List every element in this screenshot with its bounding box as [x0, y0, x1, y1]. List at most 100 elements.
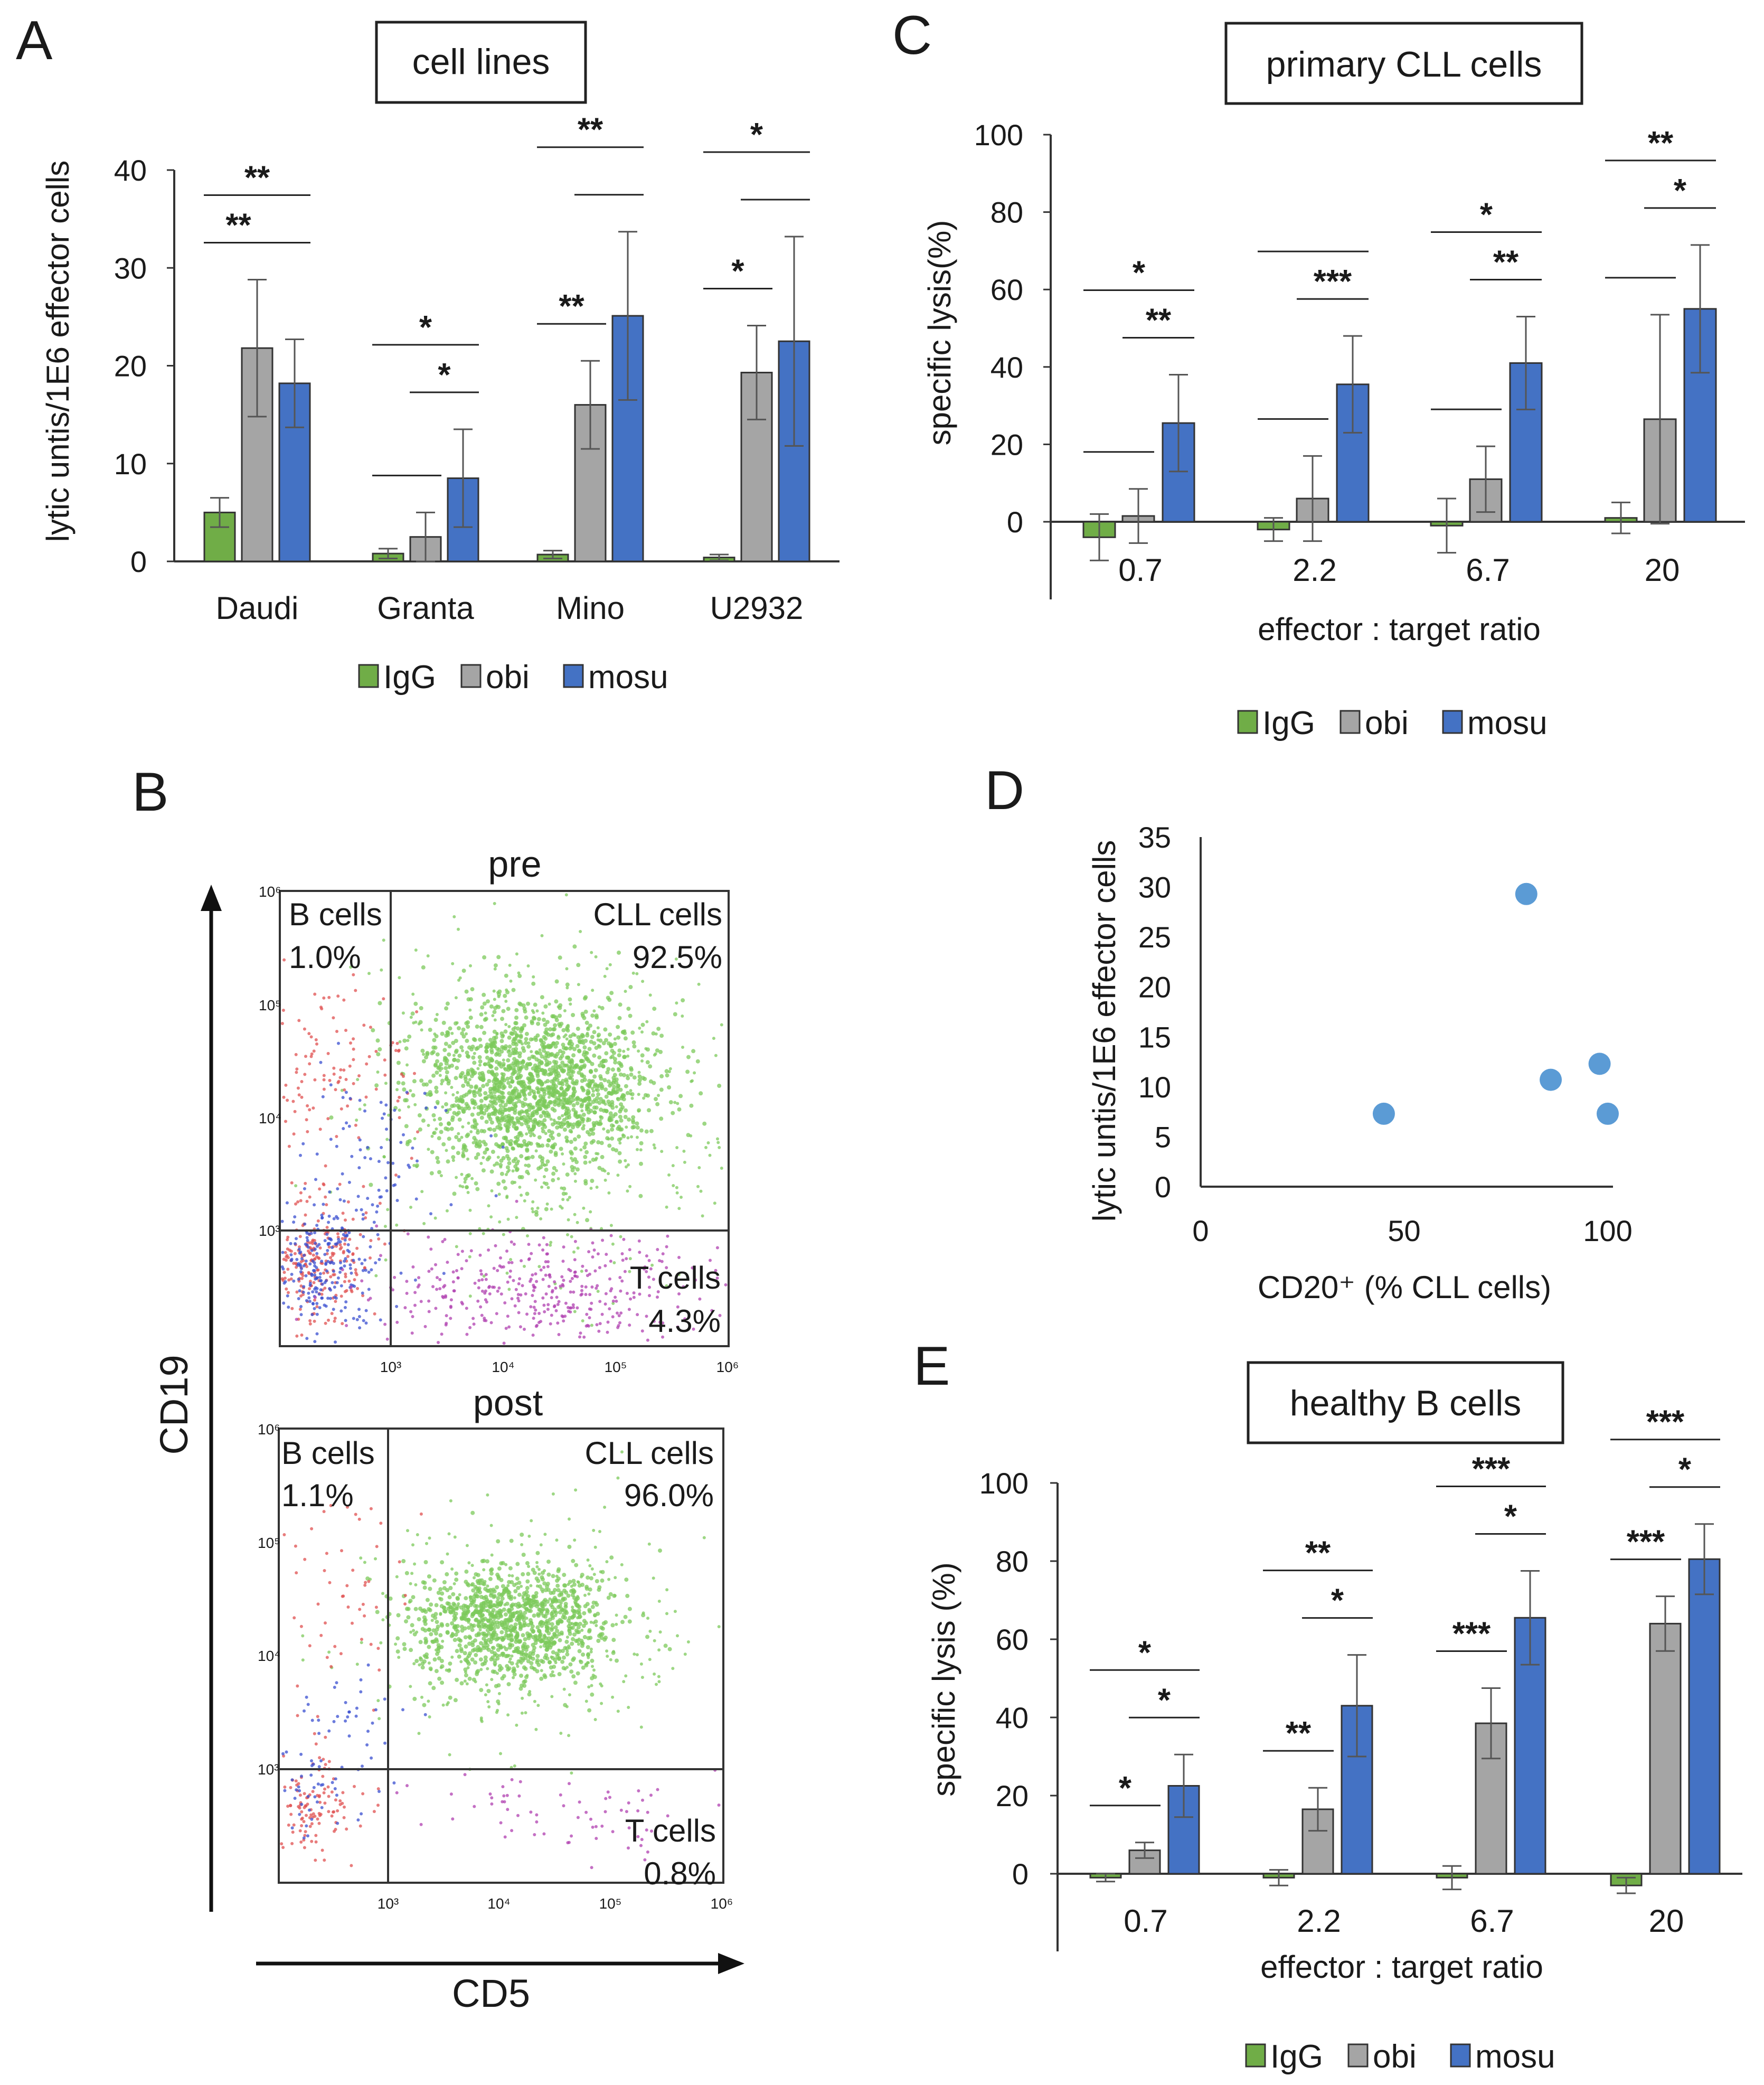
flow-event — [604, 1094, 609, 1099]
flow-event — [652, 1007, 657, 1011]
flow-event — [375, 1038, 380, 1043]
flow-event — [448, 1609, 452, 1614]
flow-event — [444, 1006, 449, 1011]
flow-event — [354, 1268, 357, 1272]
flow-event — [489, 1134, 493, 1138]
flow-event — [551, 1032, 555, 1037]
flow-event — [556, 1005, 560, 1009]
flow-event — [605, 1560, 609, 1564]
flow-event — [492, 1603, 497, 1608]
flow-event — [581, 1264, 584, 1268]
flow-event — [430, 1267, 433, 1271]
flow-event — [552, 1059, 556, 1064]
flow-event — [455, 1112, 459, 1117]
flow-event — [361, 1213, 365, 1216]
flow-event — [324, 1164, 327, 1168]
flow-event — [378, 1668, 381, 1672]
flow-event — [628, 1323, 631, 1327]
flow-event — [646, 1093, 650, 1098]
flow-event — [624, 1108, 628, 1113]
flow-event — [513, 1622, 518, 1627]
flow-event — [478, 1063, 482, 1067]
flow-event — [435, 1156, 440, 1160]
flow-event — [593, 1068, 598, 1073]
flow-event — [553, 1610, 557, 1613]
flow-event — [595, 1088, 598, 1092]
flow-event — [592, 1621, 596, 1624]
flow-event — [474, 1652, 478, 1657]
flow-event — [318, 1275, 322, 1279]
flow-event — [502, 1105, 505, 1109]
flow-event — [624, 990, 627, 993]
flow-event — [359, 1148, 362, 1152]
flow-event — [313, 1078, 317, 1082]
flow-event — [433, 1106, 437, 1109]
flow-event — [306, 1104, 309, 1107]
y-tick-label: 10 — [1138, 1070, 1171, 1104]
flow-event — [412, 1696, 417, 1701]
flow-event — [455, 1245, 458, 1248]
flow-event — [522, 1591, 526, 1595]
flow-event — [598, 1266, 601, 1270]
flow-event — [583, 1181, 588, 1186]
flow-event — [609, 1117, 614, 1122]
flow-event — [698, 1297, 702, 1301]
flow-event — [317, 1765, 321, 1769]
flow-event — [495, 1161, 499, 1166]
flow-event — [520, 1661, 523, 1665]
flow-event — [474, 1680, 477, 1684]
flow-event — [581, 1039, 584, 1042]
flow-event — [589, 1039, 593, 1044]
flow-event — [490, 1553, 494, 1557]
flow-event — [561, 1260, 565, 1263]
flow-event — [427, 1627, 432, 1632]
flow-event — [659, 1116, 664, 1121]
flow-event — [287, 1306, 290, 1309]
flow-event — [422, 1703, 427, 1707]
flow-event — [367, 1270, 371, 1274]
flow-event — [591, 989, 595, 992]
flow-event — [529, 1603, 532, 1607]
flow-event — [626, 1007, 631, 1011]
flow-event — [549, 1149, 553, 1154]
flow-event — [313, 1257, 317, 1261]
flow-event — [592, 1124, 596, 1128]
flow-event — [570, 1771, 573, 1775]
flow-event — [531, 1207, 534, 1210]
flow-event — [671, 1164, 675, 1168]
flow-event — [570, 1584, 573, 1588]
flow-event — [598, 1005, 601, 1009]
flow-event — [472, 1322, 476, 1326]
y-tick-label: 40 — [996, 1701, 1029, 1734]
flow-event — [598, 1632, 603, 1637]
flow-event — [573, 1179, 577, 1183]
flow-event — [588, 1587, 592, 1592]
flow-event — [345, 1584, 349, 1588]
flow-event — [431, 1285, 435, 1289]
flow-event — [369, 1245, 372, 1248]
flow-event — [580, 1270, 583, 1273]
flow-event — [287, 1144, 291, 1148]
flow-event — [476, 1152, 480, 1157]
flow-event — [496, 1671, 499, 1675]
flow-event — [514, 1021, 518, 1026]
flow-event — [308, 1644, 312, 1648]
flow-event — [488, 1292, 492, 1295]
flow-event — [520, 1711, 524, 1715]
flow-event — [535, 1658, 540, 1663]
flow-event — [563, 1128, 567, 1132]
flow-event — [494, 1194, 498, 1198]
flow-event — [652, 1143, 656, 1147]
flow-event — [531, 1009, 534, 1012]
flow-event — [378, 1257, 381, 1261]
flow-event — [550, 1695, 554, 1698]
flow-event — [580, 1292, 584, 1296]
flow-event — [709, 1258, 712, 1262]
flow-event — [507, 1035, 512, 1040]
flow-event — [656, 1248, 659, 1251]
flow-event — [559, 1607, 564, 1612]
flow-event — [440, 1680, 445, 1685]
flow-event — [521, 1572, 525, 1576]
flow-event — [479, 1718, 483, 1722]
